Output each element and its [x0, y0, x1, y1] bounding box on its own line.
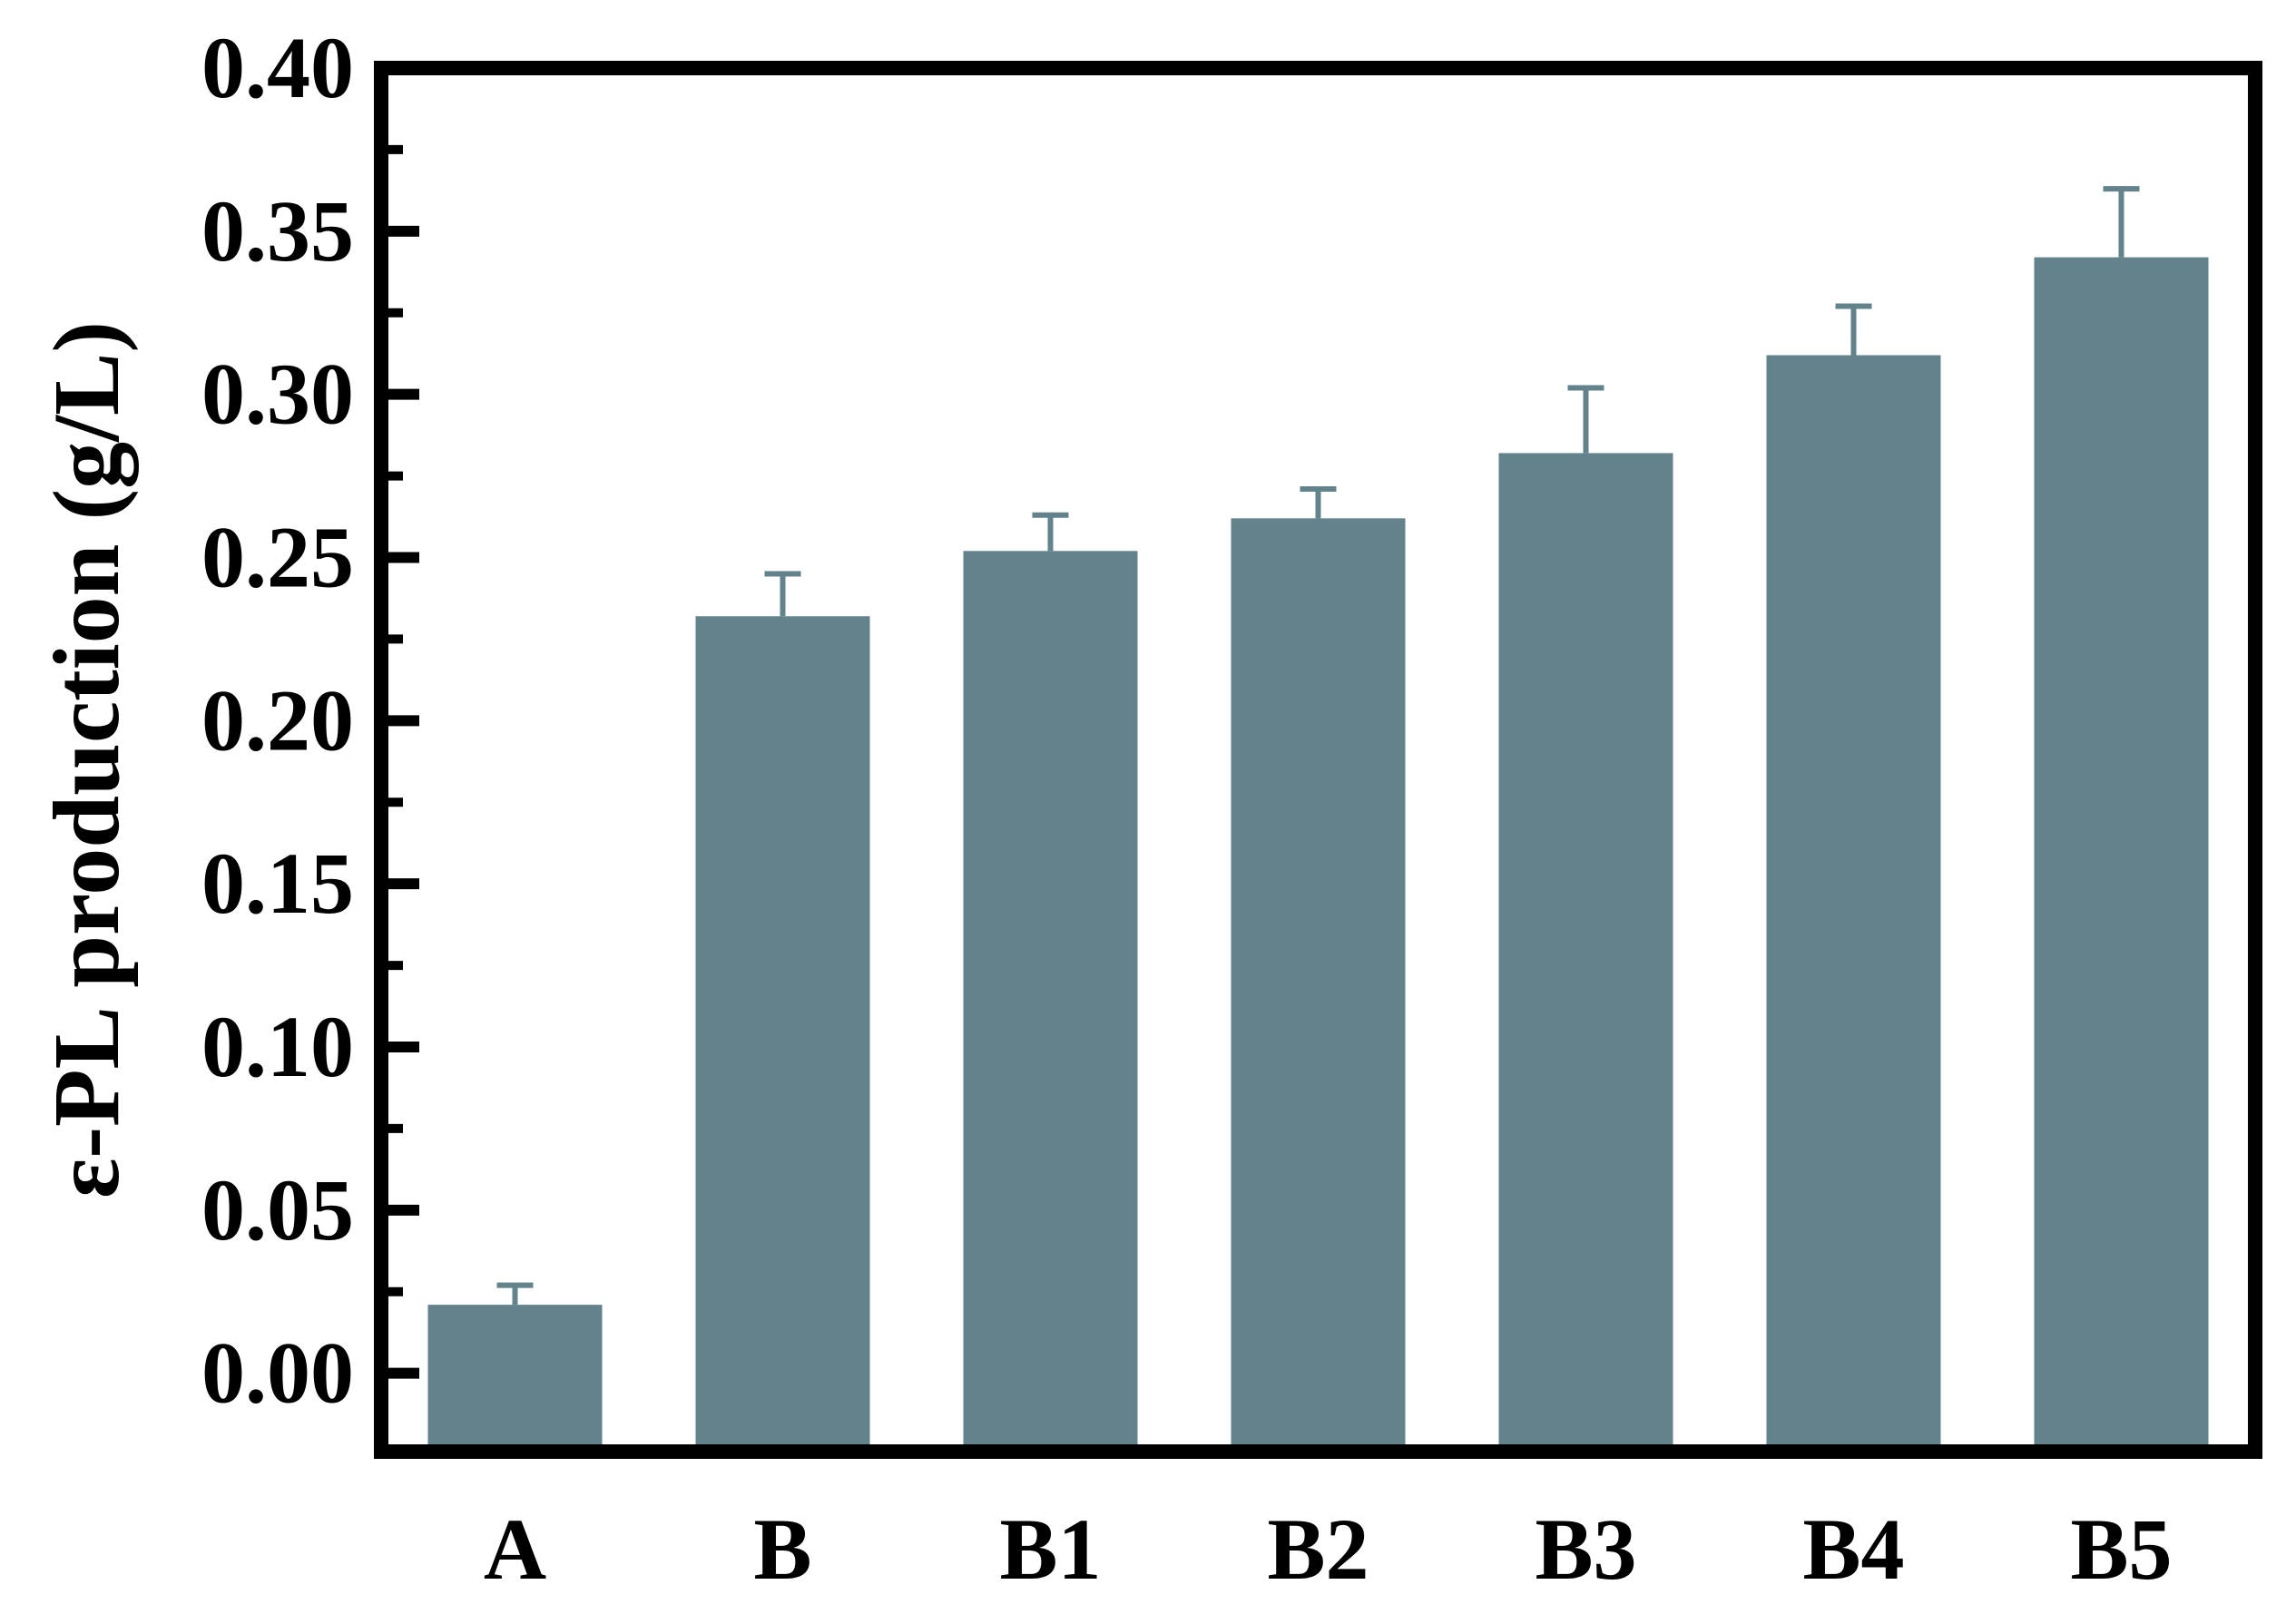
bar-a	[427, 1305, 603, 1452]
y-tick-label: 0.00	[201, 1325, 354, 1422]
y-tick-label: 0.05	[201, 1161, 354, 1258]
y-tick-label: 0.30	[201, 346, 354, 443]
category-label-b5: B5	[2070, 1501, 2172, 1598]
bar-b	[695, 616, 870, 1452]
category-label-b4: B4	[1802, 1501, 1904, 1598]
y-tick-label: 0.10	[201, 998, 354, 1095]
category-label-a: A	[484, 1501, 546, 1598]
bar-b4	[1766, 355, 1941, 1453]
y-tick-label: 0.15	[201, 835, 354, 932]
x-category-labels: A B B1 B2 B3 B4 B5	[484, 1501, 2173, 1598]
y-tick-labels: 0.00 0.05 0.10 0.15 0.20 0.25 0.30 0.35 0.40	[201, 19, 354, 1422]
bar-b2	[1231, 518, 1406, 1452]
bar-b5	[2034, 257, 2209, 1452]
y-tick-label: 0.35	[201, 182, 354, 279]
y-tick-label: 0.40	[201, 19, 354, 116]
y-ticks-layer	[381, 63, 419, 1379]
category-label-b3: B3	[1535, 1501, 1636, 1598]
category-label-b: B	[753, 1501, 811, 1598]
plot-frame	[374, 61, 2262, 1459]
bar-b1	[963, 551, 1138, 1452]
category-label-b1: B1	[999, 1501, 1101, 1598]
y-axis-title: ε-PL production (g/L)	[34, 321, 139, 1198]
error-bars-layer	[496, 186, 2140, 1306]
y-tick-label: 0.25	[201, 509, 354, 606]
bars-layer	[427, 257, 2209, 1453]
category-label-b2: B2	[1267, 1501, 1369, 1598]
y-tick-label: 0.20	[201, 671, 354, 768]
bar-b3	[1498, 453, 1673, 1452]
